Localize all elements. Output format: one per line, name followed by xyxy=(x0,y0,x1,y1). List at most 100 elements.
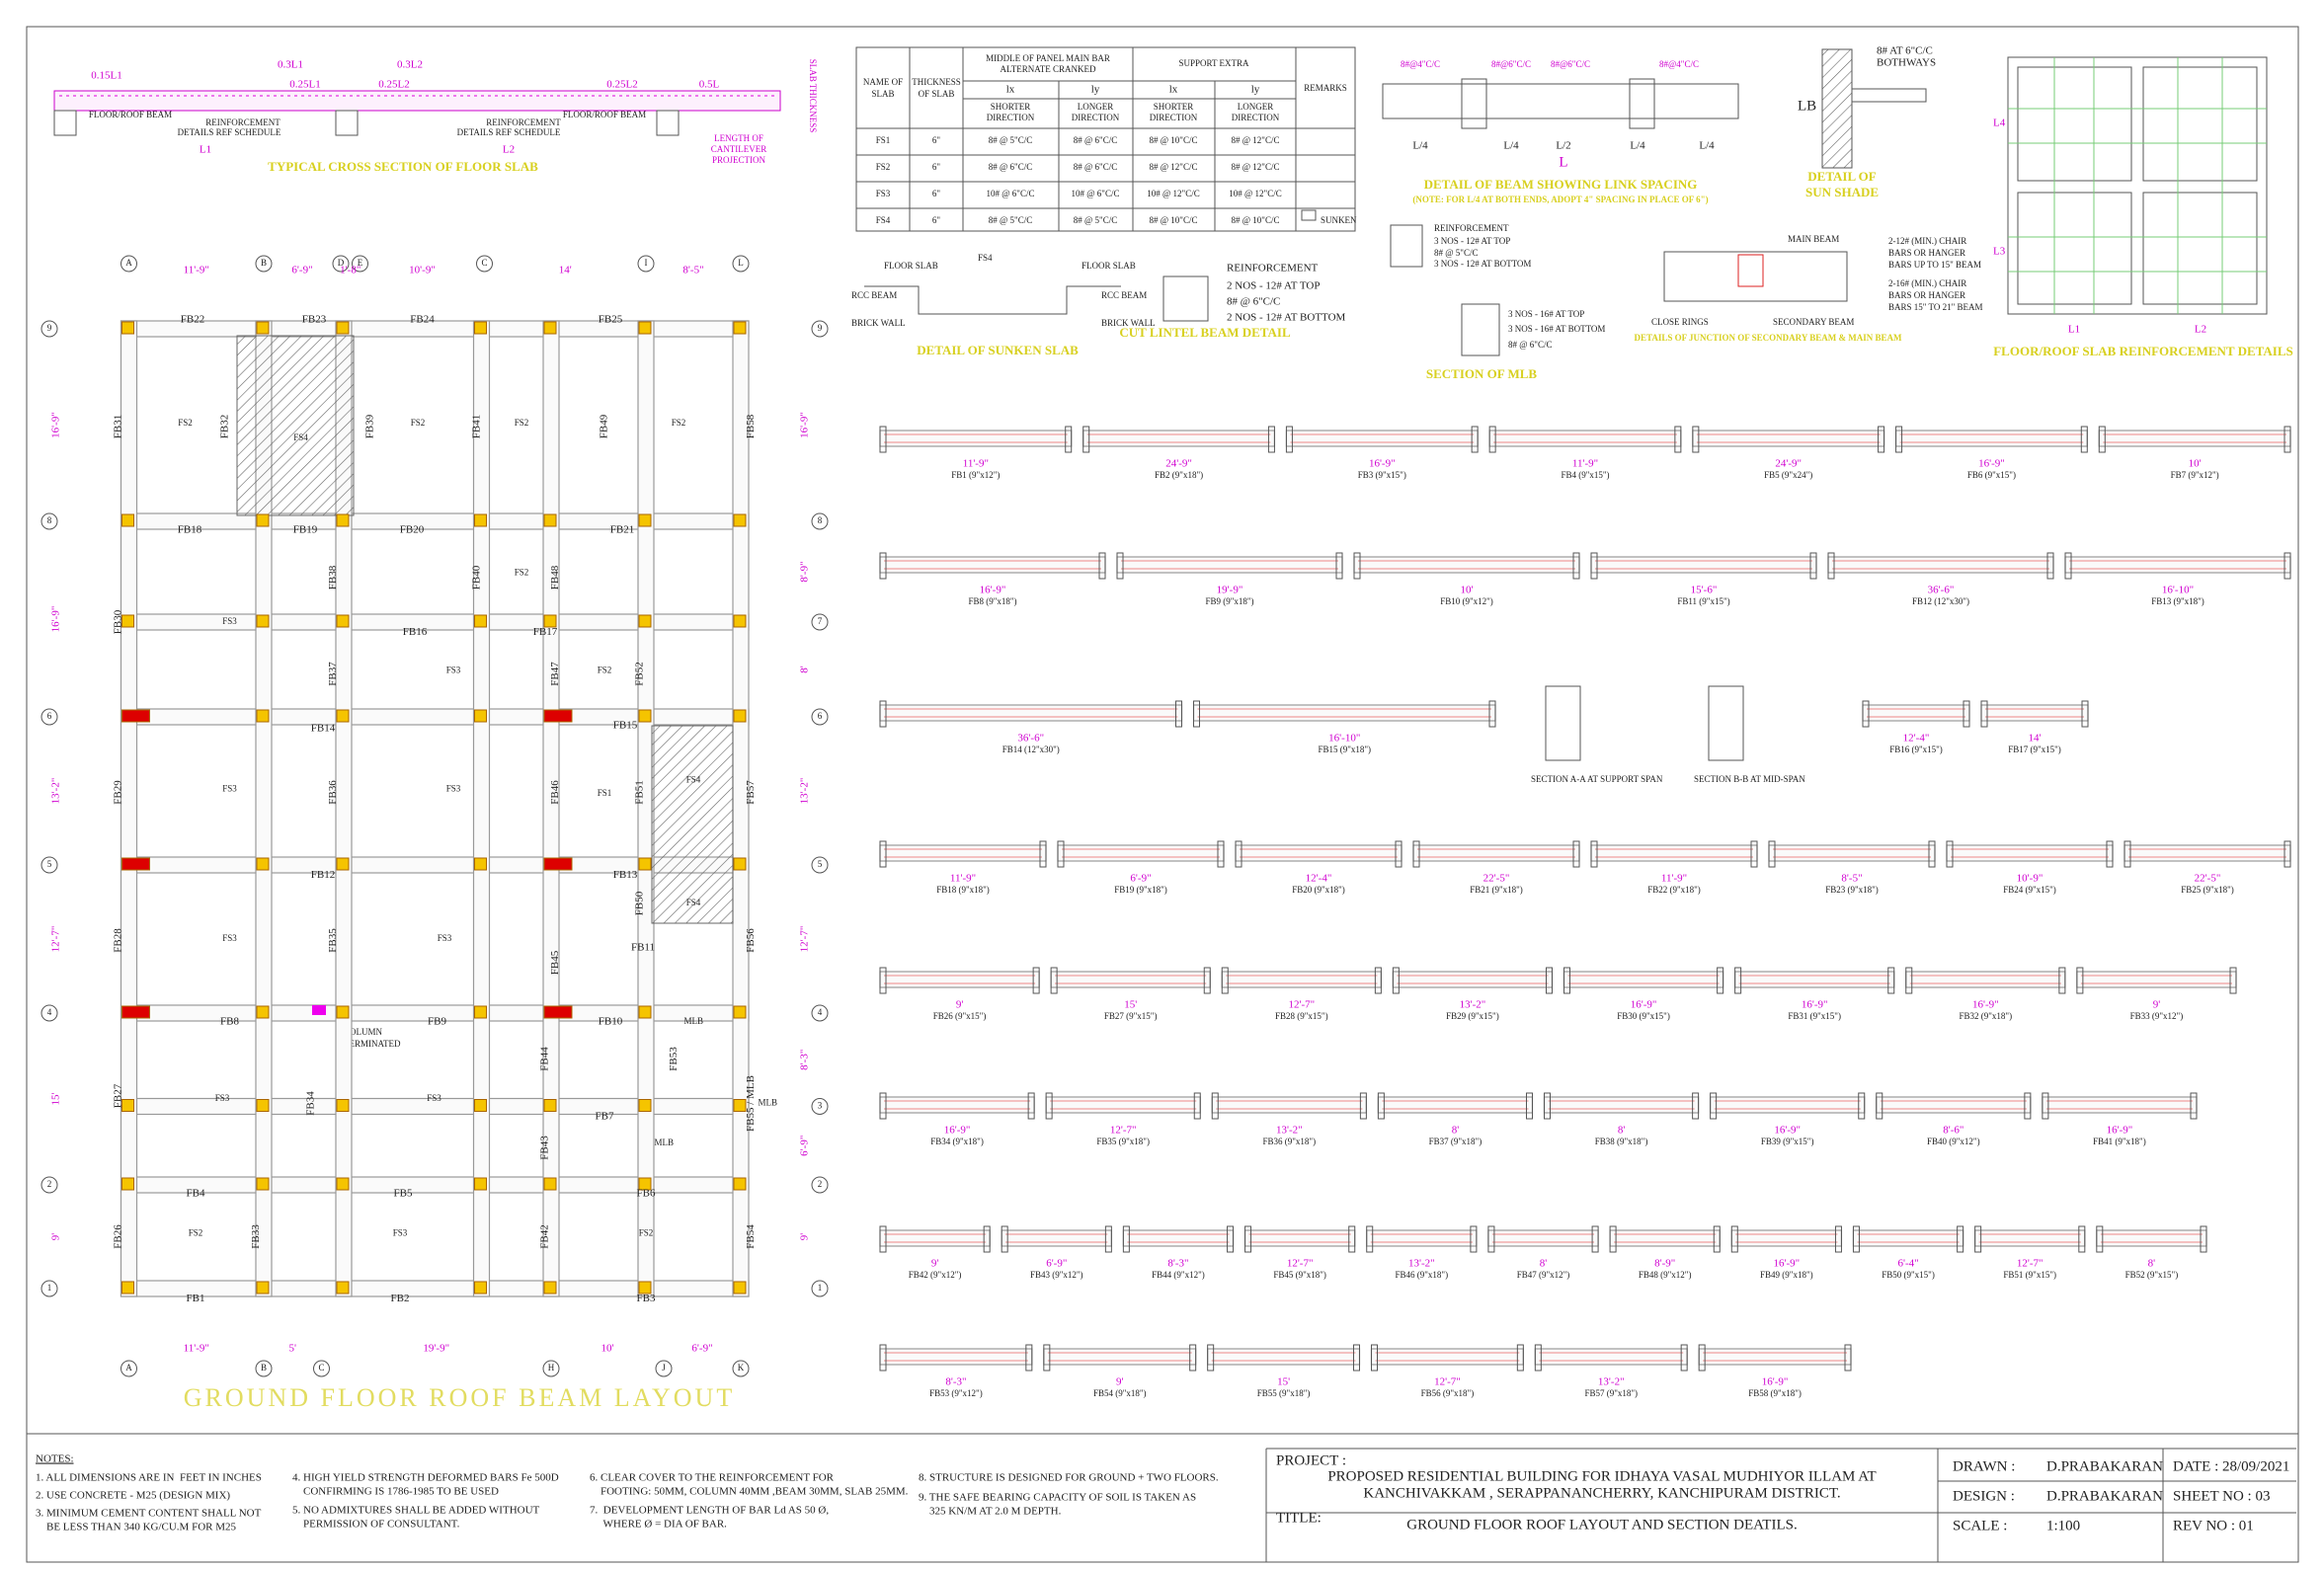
dim: L/4 xyxy=(1503,140,1519,152)
beam-elevation xyxy=(1710,1096,1866,1114)
beam-elevation xyxy=(1392,971,1554,988)
label: 2 NOS - 12# AT BOTTOM xyxy=(1227,312,1346,324)
beam-elevation xyxy=(2042,1096,2198,1114)
beam-name: FB51 (9"x15") xyxy=(2003,1270,2056,1280)
beam-name: FB55 (9"x18") xyxy=(1257,1388,1311,1398)
beam-elevation xyxy=(1243,1229,1356,1247)
grid-bubble xyxy=(40,1280,58,1297)
beam-span: 22'-5" xyxy=(2195,873,2221,885)
cell: 10# @ 6"C/C xyxy=(1072,189,1120,198)
column xyxy=(256,1099,270,1112)
label: SCALE : xyxy=(1953,1518,2007,1533)
beam-name: FB45 (9"x18") xyxy=(1273,1270,1326,1280)
column xyxy=(474,709,487,723)
beam-name: FB3 (9"x15") xyxy=(1358,470,1406,480)
support xyxy=(1353,1344,1360,1372)
support xyxy=(1359,1092,1367,1120)
section xyxy=(1461,303,1500,356)
label: 8#@4"C/C xyxy=(1401,59,1440,69)
sun-shade: 8# AT 6"C/C BOTHWAYS LB DETAIL OF SUN SH… xyxy=(1798,45,1936,199)
column xyxy=(638,1099,652,1112)
support xyxy=(1768,840,1776,868)
beam-elevation xyxy=(2098,430,2291,447)
support xyxy=(1175,700,1182,728)
beam-elevation xyxy=(1353,556,1580,574)
slab-label: FS2 xyxy=(178,418,193,428)
beam-name: FB41 (9"x18") xyxy=(2093,1137,2146,1146)
beam-span: 10' xyxy=(1461,585,1474,596)
beam-name: FB40 (9"x12") xyxy=(1927,1137,1980,1146)
support xyxy=(879,1344,887,1372)
support xyxy=(1193,700,1200,728)
beam-name: FB34 (9"x18") xyxy=(930,1137,984,1146)
column xyxy=(256,614,270,628)
section-title: DETAIL OF BEAM SHOWING LINK SPACING xyxy=(1424,177,1698,192)
th: LONGER xyxy=(1078,102,1114,112)
beam-span: 36'-6" xyxy=(1928,585,1955,596)
beam-elevation xyxy=(1082,430,1276,447)
label: MAIN BEAM xyxy=(1788,234,1839,244)
project: PROPOSED RESIDENTIAL BUILDING FOR IDHAYA… xyxy=(1327,1468,1876,1484)
beam-elevation xyxy=(2124,844,2291,862)
grid-bubble xyxy=(732,255,750,273)
support xyxy=(879,700,887,728)
beam-name: FB2 (9"x18") xyxy=(1155,470,1203,480)
support xyxy=(1366,1225,1374,1253)
grid-label: K xyxy=(738,1363,745,1373)
footer-border xyxy=(26,1433,2299,1563)
plan-beam-label: FB50 xyxy=(634,891,646,915)
plan-beam-label: FB40 xyxy=(471,565,483,589)
note: FOOTING: 50MM, COLUMN 40MM ,BEAM 30MM, S… xyxy=(590,1486,909,1498)
beam-span: 16'-9" xyxy=(2107,1125,2133,1137)
plan-beam-label: FB8 xyxy=(220,1016,239,1028)
plan-beam-label: FB39 xyxy=(364,414,376,438)
terminated-column xyxy=(312,1005,326,1015)
plan-beam-label: FB21 xyxy=(610,524,634,536)
dim: 15' xyxy=(50,1092,62,1105)
wall xyxy=(1821,48,1853,169)
support xyxy=(1974,1225,1982,1253)
section xyxy=(1162,275,1209,322)
beam-elevation xyxy=(879,1348,1033,1366)
plan-beam-label: FB15 xyxy=(613,720,638,732)
grid-label: 9 xyxy=(818,323,823,333)
cell: 8# @ 10"C/C xyxy=(1150,215,1198,225)
label: RCC BEAM xyxy=(851,290,897,300)
dim: L xyxy=(1559,154,1567,170)
support xyxy=(1211,1092,1219,1120)
column xyxy=(638,857,652,871)
beam-name: FB37 (9"x18") xyxy=(1429,1137,1483,1146)
beam-name: FB27 (9"x15") xyxy=(1104,1011,1158,1021)
grid-label: 8 xyxy=(47,515,52,525)
beam-name: FB57 (9"x18") xyxy=(1584,1388,1638,1398)
label: SECONDARY BEAM xyxy=(1773,317,1854,327)
beam-elevation xyxy=(1487,1229,1599,1247)
slab-table: NAME OF SLAB THICKNESS OF SLAB MIDDLE OF… xyxy=(855,46,1357,232)
cell: FS2 xyxy=(876,162,891,172)
beam-name: FB33 (9"x12") xyxy=(2130,1011,2184,1021)
label: DETAILS REF SCHEDULE xyxy=(457,127,561,137)
beam-span: 16'-10" xyxy=(1328,733,1360,745)
junction: MAIN BEAM 2-12# (MIN.) CHAIR BARS OR HAN… xyxy=(1634,234,1982,343)
beam-elevation xyxy=(1366,1229,1478,1247)
grid-bubble xyxy=(40,708,58,726)
column xyxy=(543,709,573,723)
grid-label: J xyxy=(662,1363,666,1373)
plan-beam-label: FB25 xyxy=(599,314,623,326)
label: BRICK WALL xyxy=(1101,318,1156,328)
plan-beam-label: FB28 xyxy=(113,928,124,953)
support xyxy=(1045,1092,1053,1120)
value: REV NO : 01 xyxy=(2173,1518,2254,1533)
column xyxy=(474,1177,487,1191)
beam-span: 15'-6" xyxy=(1691,585,1718,596)
column xyxy=(121,857,150,871)
note: WHERE Ø = DIA OF BAR. xyxy=(590,1519,727,1530)
support xyxy=(1698,1344,1706,1372)
beam-name: FB5 (9"x24") xyxy=(1764,470,1812,480)
support xyxy=(1844,1344,1852,1372)
beam-elevation xyxy=(1050,971,1211,988)
plan-beam xyxy=(335,320,353,1297)
slab-label: FS4 xyxy=(293,432,308,442)
cell: 8# @ 12"C/C xyxy=(1232,162,1280,172)
